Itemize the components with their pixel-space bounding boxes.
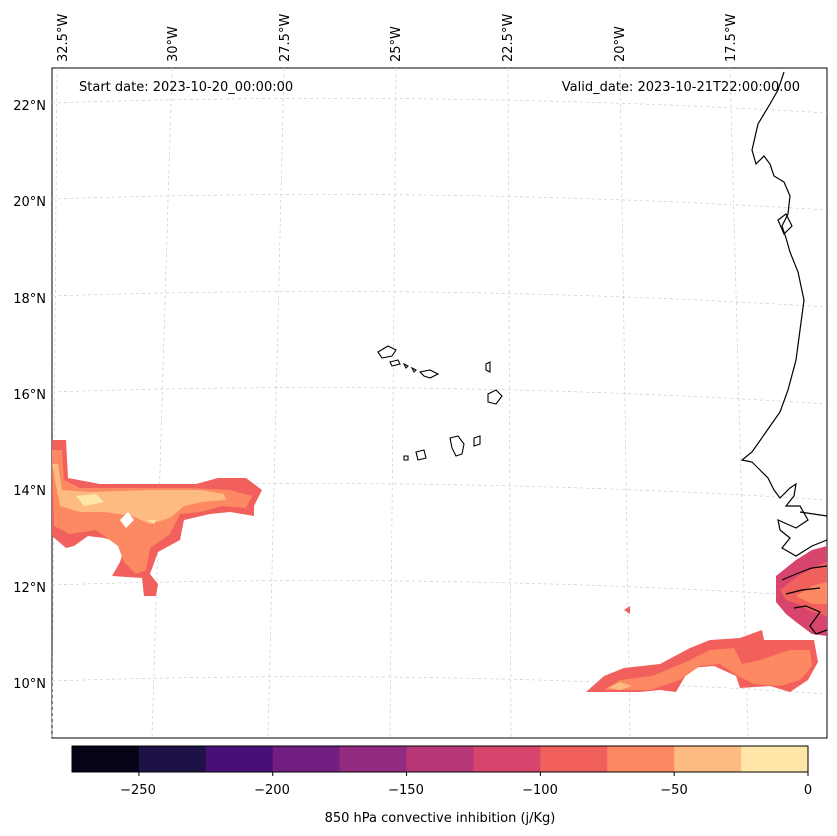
island-sao-nicolau	[418, 369, 440, 379]
colorbar-tick-label-0: 0	[804, 783, 812, 798]
cin-contour-se-50	[608, 682, 632, 690]
lat-label-14n: 14°N	[13, 484, 46, 499]
map-panel	[51, 67, 828, 739]
meridian-17-5w	[729, 67, 749, 739]
cin-region-southeast	[586, 606, 818, 692]
colorbar-bin-4	[339, 746, 408, 772]
longitude-labels: 32.5°W 30°W 27.5°W 25°W 22.5°W 20°W 17.5…	[56, 14, 739, 62]
colorbar-bin-2	[205, 746, 274, 772]
cin-speck-se	[624, 606, 630, 614]
lat-label-20n: 20°N	[13, 195, 46, 210]
meridian-25w	[389, 67, 397, 739]
colorbar-bin-9	[674, 746, 742, 772]
island-santiago	[449, 435, 465, 457]
island-fogo	[415, 449, 427, 461]
valid-date-label: Valid_date: 2023-10-21T22:00:00.00	[562, 80, 800, 95]
map-frame	[51, 67, 828, 739]
colorbar-tick-label-100: −100	[522, 783, 558, 798]
lon-label-27-5w: 27.5°W	[278, 14, 293, 62]
colorbar-bin-1	[138, 746, 207, 772]
coastline-guinea-bissau	[785, 587, 821, 595]
colorbar-tick-labels: −250 −200 −150 −100 −50 0	[120, 783, 812, 798]
island-boa-vista	[487, 389, 503, 405]
colorbar-tick-label-50: −50	[660, 783, 687, 798]
island-santo-antao	[377, 345, 397, 359]
parallel-18n	[51, 291, 828, 308]
start-date-label: Start date: 2023-10-20_00:00:00	[79, 80, 293, 95]
meridian-32-5w	[51, 67, 58, 739]
coastline-inlet	[777, 213, 793, 236]
lon-label-30w: 30°W	[166, 26, 181, 62]
coastline-casamance	[781, 565, 828, 581]
parallel-16n	[51, 387, 828, 405]
parallel-20n	[51, 194, 828, 211]
lat-label-10n: 10°N	[13, 677, 46, 692]
cin-hole-w	[120, 512, 134, 528]
colorbar-ticks	[138, 772, 809, 776]
lon-label-25w: 25°W	[389, 26, 404, 62]
coastline-bijagos	[793, 605, 828, 635]
island-raso	[410, 366, 417, 373]
colorbar-tick-label-150: −150	[388, 783, 424, 798]
colorbar-bin-6	[473, 746, 541, 772]
colorbar-bin-0	[72, 746, 140, 772]
coastline-mainland	[740, 71, 828, 557]
colorbar-bin-8	[607, 746, 675, 772]
cin-contour-w-25	[76, 494, 104, 506]
cape-verde-islands	[377, 345, 503, 461]
cin-contour-w-25b	[148, 520, 156, 524]
meridian-30w	[151, 67, 173, 739]
colorbar-bin-3	[272, 746, 341, 772]
colorbar-bin-7	[540, 746, 608, 772]
lon-label-32-5w: 32.5°W	[56, 14, 71, 62]
island-sal	[485, 361, 491, 373]
coastline-gambia	[799, 511, 828, 517]
colorbar-tick-label-200: −200	[254, 783, 290, 798]
latitude-labels: 22°N 20°N 18°N 16°N 14°N 12°N 10°N	[13, 99, 46, 692]
cin-contour-se-75	[604, 648, 812, 690]
island-maio	[473, 435, 481, 447]
parallel-12n	[51, 580, 828, 598]
colorbar-bins	[72, 746, 809, 772]
lat-label-22n: 22°N	[13, 99, 46, 114]
colorbar: −250 −200 −150 −100 −50 0 850 hPa convec…	[71, 745, 812, 826]
colorbar-tick-label-250: −250	[120, 783, 156, 798]
meridian-22-5w	[507, 67, 512, 739]
parallel-10n	[51, 676, 828, 695]
island-sao-vicente	[389, 359, 401, 367]
lon-label-22-5w: 22.5°W	[501, 14, 516, 62]
island-brava	[403, 455, 409, 461]
lon-label-17-5w: 17.5°W	[724, 14, 739, 62]
lon-label-20w: 20°W	[613, 26, 628, 62]
meridian-27-5w	[267, 67, 285, 739]
cin-region-west	[52, 440, 262, 596]
colorbar-bin-10	[741, 746, 809, 772]
colorbar-label: 850 hPa convective inhibition (j/Kg)	[325, 811, 556, 826]
lat-label-18n: 18°N	[13, 292, 46, 307]
colorbar-frame	[71, 745, 809, 773]
island-santa-luzia	[402, 362, 409, 369]
coastline-africa	[740, 71, 828, 635]
lat-label-16n: 16°N	[13, 388, 46, 403]
meridian-20w	[619, 67, 631, 739]
lat-label-12n: 12°N	[13, 581, 46, 596]
parallel-22n	[51, 97, 828, 114]
colorbar-bin-5	[406, 746, 474, 772]
cin-contour-w-50	[52, 464, 226, 524]
